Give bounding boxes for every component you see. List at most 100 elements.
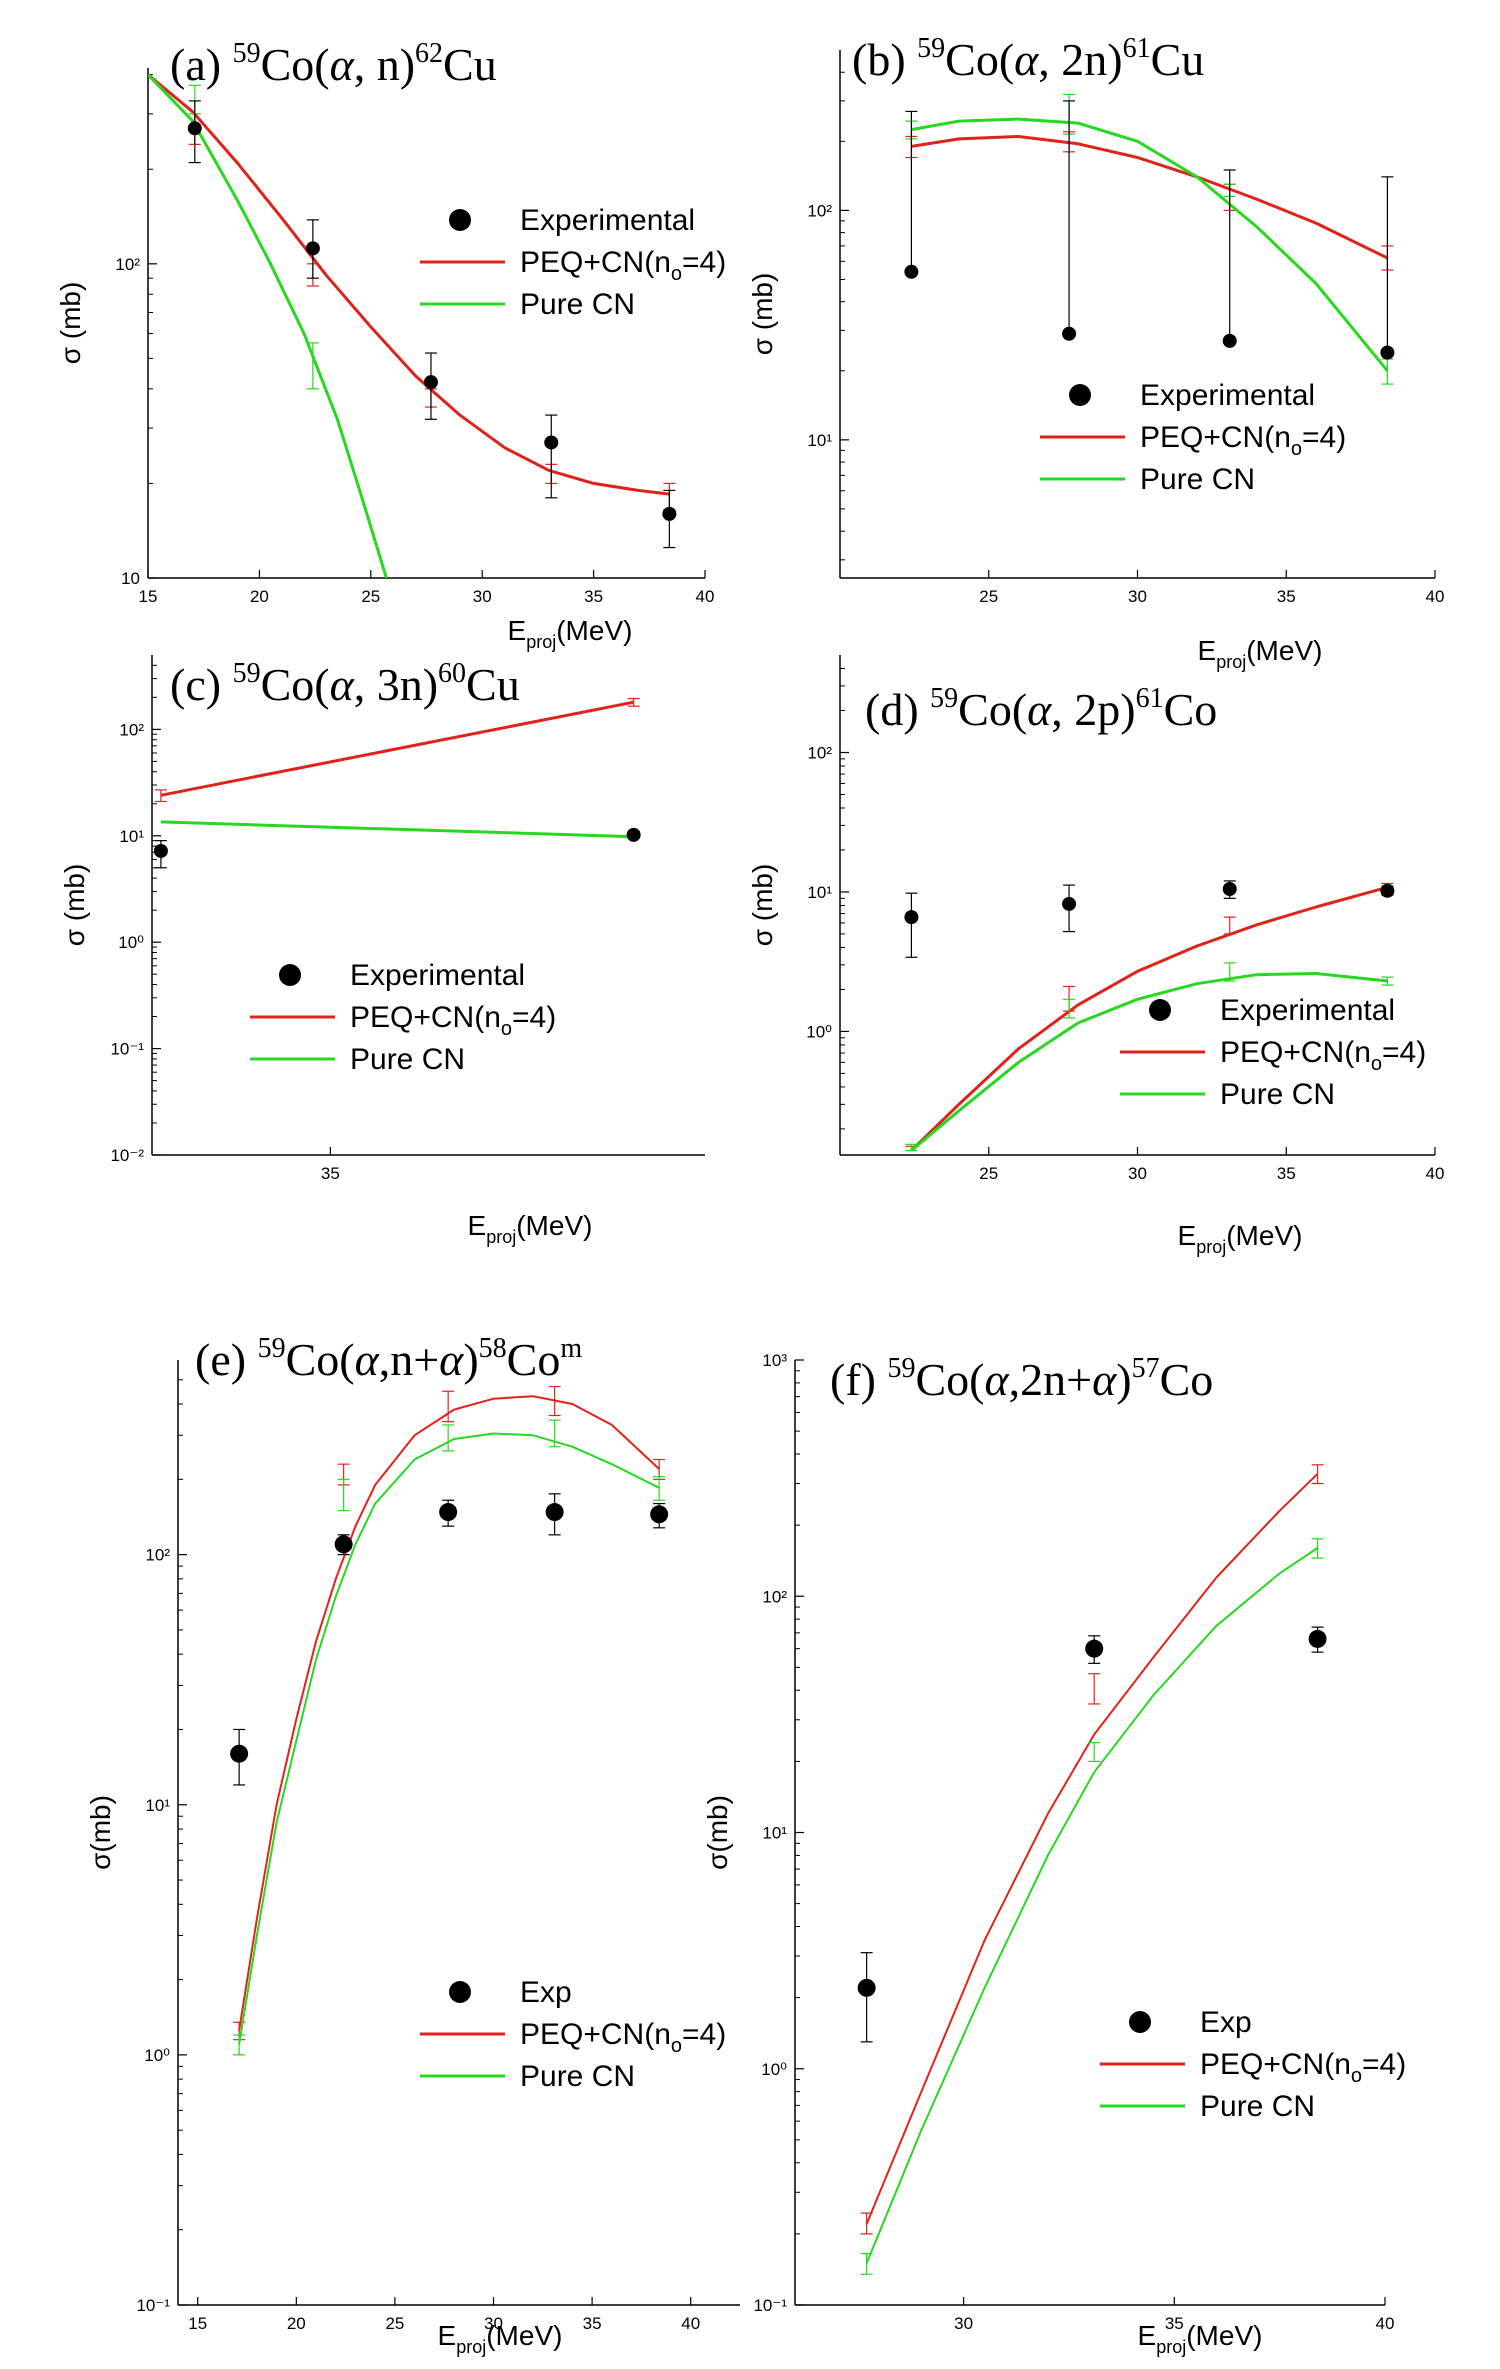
legend: Experimental PEQ+CN(no=4)Pure CN <box>420 204 726 321</box>
y-axis-label: σ(mb) <box>85 1795 116 1870</box>
panel-c: 35 10⁻² 10⁻¹ 10⁰ 10¹ 10² σ (mb) Eproj(MeV) (c) 5… <box>59 655 705 1247</box>
legend-marker-experimental <box>449 1981 471 2003</box>
y-tick-label: 10² <box>119 720 144 739</box>
y-tick-label: 10¹ <box>807 883 832 902</box>
y-tick-label: 10² <box>145 1546 170 1565</box>
x-tick-label: 35 <box>583 2314 602 2333</box>
panel-d: 25 30 35 40 10⁰ 10¹ 10² σ (mb) Eproj(MeV) (d) 59C… <box>747 655 1444 1257</box>
x-tick-label: 25 <box>979 587 998 606</box>
legend-label-experimental: Exp <box>1200 2006 1252 2039</box>
x-tick-label: 30 <box>473 587 492 606</box>
legend: Experimental PEQ+CN(no=4)Pure CN <box>250 959 556 1076</box>
legend-label-cn: Pure CN <box>520 288 635 321</box>
experimental-point <box>662 506 677 521</box>
x-tick-label: 25 <box>385 2314 404 2333</box>
experimental-point <box>1380 345 1395 360</box>
series-group <box>148 73 676 578</box>
legend-label-cn: Pure CN <box>1140 463 1255 496</box>
panel-f: 30 35 40 10⁻¹ 10⁰ 10¹ 10² 10³ σ(mb) Eproj(MeV) (f)… <box>702 1351 1406 2357</box>
x-axis-label: Eproj(MeV) <box>1178 1220 1303 1257</box>
x-tick-label: 30 <box>954 2314 973 2333</box>
x-tick-label: 40 <box>1426 1164 1445 1183</box>
y-tick-label: 10⁻¹ <box>753 2296 787 2315</box>
panel-title: (b) 59Co(α, 2n)61Cu <box>852 33 1204 85</box>
panel-e: 15 20 25 30 35 40 10⁻¹ 10⁰ 10¹ 10² σ(mb) Eproj(MeV)… <box>85 1333 740 2357</box>
y-axis-label: σ (mb) <box>747 273 778 356</box>
experimental-point <box>650 1505 669 1524</box>
y-tick-label: 10⁻¹ <box>110 1040 144 1059</box>
experimental-point <box>439 1503 458 1522</box>
x-axis-label: Eproj(MeV) <box>508 615 633 652</box>
series-line-peq <box>865 1473 1319 2225</box>
experimental-point <box>423 375 438 390</box>
y-axis-label: σ (mb) <box>55 282 86 365</box>
experimental-point <box>230 1744 249 1763</box>
panel-title: (a) 59Co(α, n)62Cu <box>170 38 497 90</box>
experimental-point <box>857 1978 876 1997</box>
x-tick-label: 40 <box>1376 2314 1395 2333</box>
y-tick-label: 10² <box>807 743 832 762</box>
experimental-point <box>904 264 919 279</box>
legend-label-experimental: Experimental <box>1220 994 1395 1027</box>
y-tick-label: 10⁰ <box>144 2046 170 2065</box>
legend-label-experimental: Exp <box>520 1976 572 2009</box>
y-axis-label: σ (mb) <box>747 864 778 947</box>
experimental-point <box>1085 1639 1104 1658</box>
x-tick-label: 25 <box>361 587 380 606</box>
legend-label-peq: PEQ+CN(no=4) <box>520 2018 726 2057</box>
x-tick-label: 40 <box>696 587 715 606</box>
experimental-point <box>1222 881 1237 896</box>
series-line-peq <box>160 700 634 797</box>
panel-title: (c) 59Co(α, 3n)60Cu <box>170 658 520 710</box>
series-line-cn <box>160 820 634 839</box>
series-line-peq <box>148 73 670 496</box>
x-tick-label: 15 <box>188 2314 207 2333</box>
series-group <box>905 882 1394 1152</box>
experimental-point <box>1062 896 1077 911</box>
x-axis-label: Eproj(MeV) <box>1198 635 1323 672</box>
experimental-point <box>334 1535 353 1554</box>
x-axis-label: Eproj(MeV) <box>1138 2320 1263 2357</box>
y-tick-label: 10 <box>121 569 140 588</box>
legend-label-experimental: Experimental <box>520 204 695 237</box>
y-tick-label: 10⁰ <box>806 1022 832 1041</box>
experimental-point <box>904 910 919 925</box>
y-tick-label: 10¹ <box>119 827 144 846</box>
x-tick-label: 40 <box>1426 587 1445 606</box>
experimental-point <box>305 241 320 256</box>
x-tick-label: 30 <box>1128 587 1147 606</box>
series-group <box>154 697 640 839</box>
x-tick-label: 30 <box>484 2314 503 2333</box>
legend-marker-experimental <box>449 209 471 231</box>
experimental-point <box>1062 326 1077 341</box>
x-tick-label: 25 <box>979 1164 998 1183</box>
legend-label-peq: PEQ+CN(no=4) <box>350 1001 556 1040</box>
x-tick-label: 35 <box>584 587 603 606</box>
legend-marker-experimental <box>1069 384 1091 406</box>
x-tick-label: 35 <box>1277 587 1296 606</box>
y-tick-label: 10⁰ <box>761 2060 787 2079</box>
y-tick-label: 10¹ <box>807 431 832 450</box>
legend-label-peq: PEQ+CN(no=4) <box>1140 421 1346 460</box>
legend-label-experimental: Experimental <box>1140 379 1315 412</box>
legend-marker-experimental <box>1129 2011 1151 2033</box>
x-tick-label: 35 <box>1165 2314 1184 2333</box>
panel-title: (d) 59Co(α, 2p)61Co <box>865 683 1217 735</box>
panel-title: (f) 59Co(α,2n+α)57Co <box>830 1353 1213 1405</box>
y-tick-label: 10² <box>115 255 140 274</box>
experimental-point <box>1308 1629 1327 1648</box>
x-tick-label: 35 <box>1277 1164 1296 1183</box>
legend-label-experimental: Experimental <box>350 959 525 992</box>
y-axis-label: σ(mb) <box>702 1795 733 1870</box>
series-line-cn <box>148 73 388 578</box>
x-tick-label: 35 <box>321 1164 340 1183</box>
series-line-cn <box>911 117 1389 372</box>
y-tick-label: 10³ <box>762 1351 787 1370</box>
experimental-point <box>545 1503 564 1522</box>
experimental-point <box>1222 333 1237 348</box>
legend-label-cn: Pure CN <box>350 1043 465 1076</box>
y-tick-label: 10¹ <box>762 1824 787 1843</box>
legend: Exp PEQ+CN(no=4)Pure CN <box>420 1976 726 2093</box>
x-axis-label: Eproj(MeV) <box>438 2320 563 2357</box>
